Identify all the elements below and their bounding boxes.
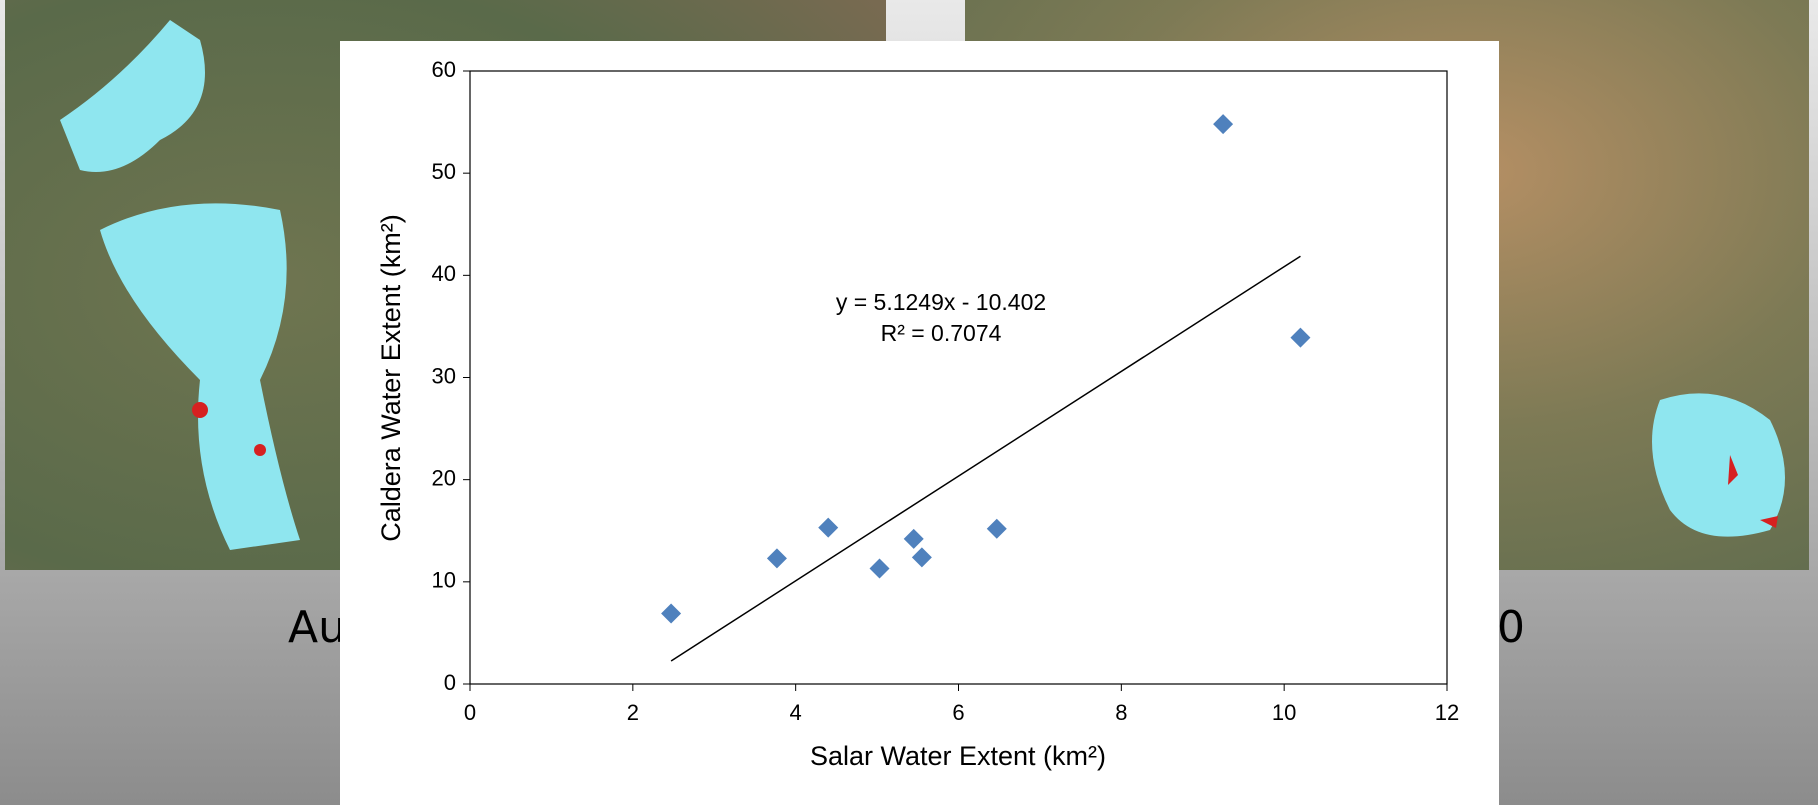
x-axis-title: Salar Water Extent (km²)	[810, 741, 1106, 771]
salar-water	[60, 20, 205, 172]
chart-panel	[340, 41, 1499, 805]
data-point	[869, 558, 890, 579]
x-tick-label: 6	[952, 700, 964, 725]
y-tick-label: 40	[432, 261, 456, 286]
y-tick-label: 0	[444, 670, 456, 695]
caldera-red	[1728, 455, 1778, 528]
data-point	[903, 528, 924, 549]
data-point	[986, 518, 1007, 539]
x-tick-label: 0	[464, 700, 476, 725]
data-point	[661, 603, 682, 624]
x-tick-label: 10	[1272, 700, 1296, 725]
data-point	[818, 517, 839, 538]
y-tick-label: 20	[432, 465, 456, 490]
y-tick-label: 10	[432, 568, 456, 593]
salar-red	[192, 402, 208, 418]
y-tick-label: 30	[432, 363, 456, 388]
data-point	[766, 548, 787, 569]
data-point	[911, 547, 932, 568]
x-tick-label: 2	[627, 700, 639, 725]
caldera-water	[1652, 393, 1785, 537]
data-point	[1213, 114, 1234, 135]
y-tick-label: 60	[432, 57, 456, 82]
salar-water	[100, 203, 300, 551]
y-axis-title: Caldera Water Extent (km²)	[376, 214, 406, 542]
salar-red	[254, 444, 266, 456]
x-tick-label: 12	[1435, 700, 1459, 725]
trend-equation: y = 5.1249x - 10.402	[836, 289, 1046, 315]
caption-right: 0	[1497, 602, 1525, 653]
y-tick-label: 50	[432, 159, 456, 184]
x-tick-label: 8	[1115, 700, 1127, 725]
caption-left: Au	[288, 602, 346, 653]
trendline	[670, 255, 1301, 662]
data-point	[1290, 327, 1311, 348]
trend-r-squared: R² = 0.7074	[881, 320, 1002, 346]
x-tick-label: 4	[790, 700, 802, 725]
